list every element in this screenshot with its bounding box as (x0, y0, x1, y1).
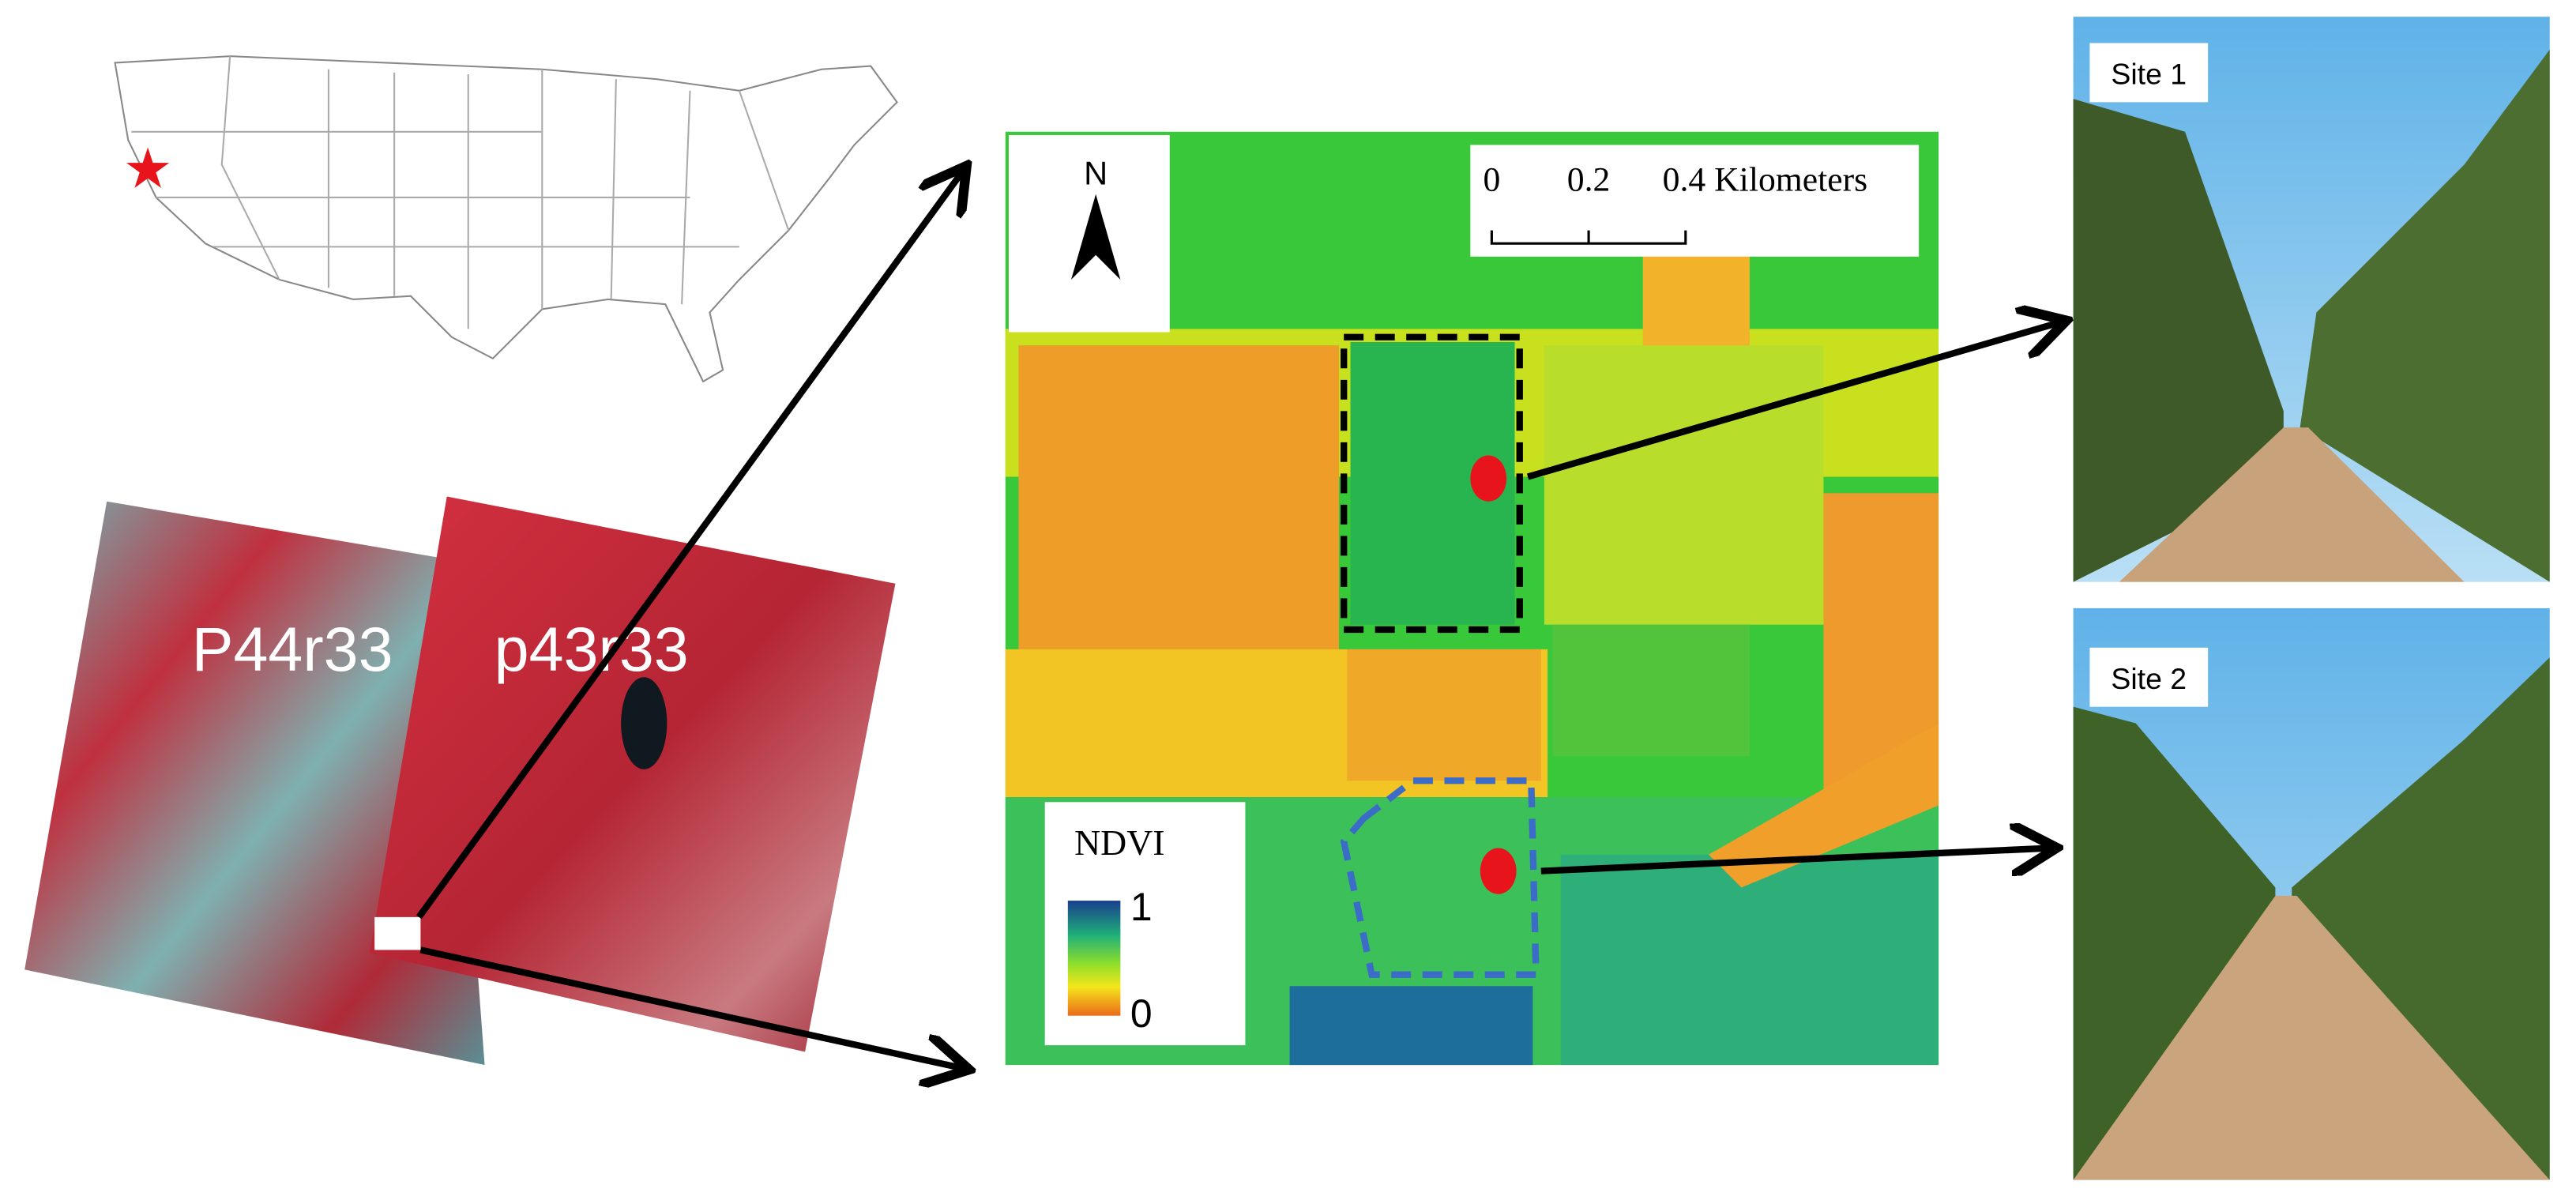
field (1560, 854, 1939, 1066)
north-label: N (1084, 154, 1107, 191)
scene-label: P44r33 (192, 614, 393, 684)
arrow (416, 171, 962, 920)
field (1642, 246, 1750, 346)
us-borders (131, 56, 790, 329)
field (1347, 649, 1541, 781)
scale-label: 0 (1483, 161, 1500, 199)
lake (621, 677, 668, 769)
legend-ramp (1067, 901, 1121, 1016)
photo-label-box (2089, 43, 2209, 103)
legend-high: 1 (1130, 885, 1153, 929)
vines (2300, 49, 2550, 582)
legend-low: 0 (1130, 991, 1153, 1036)
photo-label: Site 1 (2111, 57, 2187, 90)
photo-label-box (2089, 647, 2209, 707)
scale-label: 0.2 (1567, 161, 1611, 199)
scale-label: 0.4 Kilometers (1663, 161, 1867, 199)
us-map: ★ (114, 55, 898, 383)
vines (2292, 657, 2550, 1180)
ndvi-map: N 0 0.2 0.4 Kilometers NDVI 1 0 (1005, 131, 1939, 1066)
field (1552, 624, 1750, 757)
scale-bar (1490, 230, 1687, 245)
path (2073, 895, 2550, 1180)
path (2119, 427, 2465, 582)
site2-marker (1480, 848, 1517, 894)
us-outline (114, 55, 898, 383)
arrow (419, 946, 962, 1068)
north-arrow (1070, 194, 1121, 280)
photo-label: Site 2 (2111, 662, 2187, 695)
scene-label: p43r33 (495, 614, 689, 684)
vines (2073, 706, 2276, 1180)
arrow (1526, 322, 2060, 480)
legend-title: NDVI (1074, 822, 1164, 863)
scene-p44r33 (24, 501, 485, 1066)
scene-p43r33 (369, 496, 896, 1052)
arrow (1540, 848, 2051, 871)
satellite-scenes: P44r33 p43r33 (24, 496, 896, 1066)
location-star: ★ (122, 137, 172, 199)
scale-box (1470, 145, 1920, 257)
field (1544, 345, 1824, 625)
site2-boundary (1340, 777, 1540, 978)
site1-marker (1470, 455, 1507, 502)
photo-site2: Site 2 (2073, 608, 2550, 1180)
field (1289, 986, 1533, 1066)
photo-site1: Site 1 (2073, 17, 2550, 582)
study-area (374, 916, 421, 950)
vines (2073, 99, 2284, 582)
field (1708, 723, 1939, 888)
site1-boundary (1341, 333, 1523, 634)
field (1018, 345, 1339, 649)
